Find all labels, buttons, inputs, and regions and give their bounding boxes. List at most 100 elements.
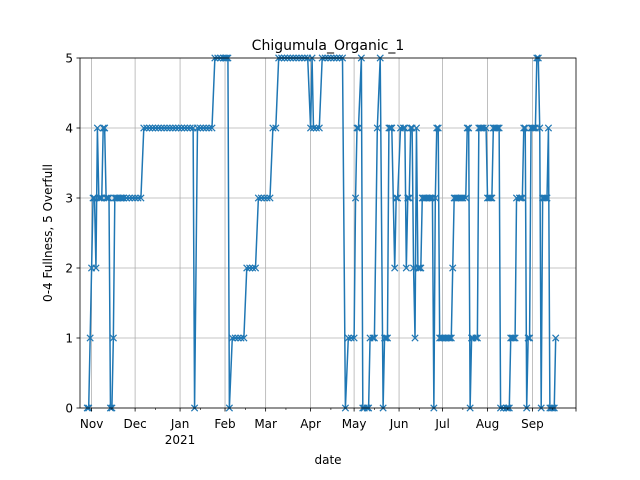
x-tick-label: Feb [214, 417, 235, 431]
data-point [154, 124, 162, 132]
data-point [383, 334, 392, 342]
data-point [515, 194, 524, 202]
data-point [243, 264, 251, 272]
data-point [101, 124, 109, 132]
y-axis: 0 1 2 3 4 5 [65, 52, 80, 416]
data-point [96, 194, 104, 202]
gridlines [80, 57, 576, 409]
data-point [488, 194, 496, 202]
data-series [83, 54, 560, 412]
x-tick-label: Nov [80, 417, 103, 431]
data-point [486, 194, 495, 202]
data-point [151, 124, 160, 132]
data-point [137, 194, 145, 202]
data-point [353, 124, 361, 132]
data-point [382, 334, 390, 342]
x-tick-label: Jan [170, 417, 190, 431]
data-point [312, 124, 321, 132]
data-point [140, 124, 148, 132]
data-point [402, 264, 410, 272]
data-point [411, 334, 419, 342]
data-point [125, 194, 133, 202]
data-point [370, 334, 379, 342]
data-point [102, 194, 110, 202]
data-point [166, 124, 174, 132]
y-tick-label: 3 [65, 192, 73, 206]
data-point [143, 124, 151, 132]
data-point [446, 334, 454, 342]
data-point [122, 194, 131, 202]
data-point [306, 124, 315, 132]
data-point [414, 264, 422, 272]
data-point [202, 124, 210, 132]
data-point [492, 124, 500, 132]
data-point [405, 194, 413, 202]
data-point [157, 124, 165, 132]
data-point [433, 124, 441, 132]
x-tick-label: Mar [254, 417, 277, 431]
x-tick-label: Apr [300, 417, 321, 431]
data-point [540, 194, 548, 202]
data-point [431, 194, 439, 202]
data-point [99, 124, 107, 132]
data-point [163, 124, 171, 132]
data-point [169, 124, 177, 132]
data-point [199, 124, 207, 132]
data-point [463, 124, 471, 132]
data-point [412, 124, 421, 132]
data-point [269, 124, 277, 132]
y-axis-label: 0-4 Fullness, 5 Overfull [41, 164, 55, 302]
data-point [89, 194, 97, 202]
data-point [257, 194, 265, 202]
data-point [109, 334, 117, 342]
data-point [462, 194, 470, 202]
data-point [417, 264, 425, 272]
data-point [95, 194, 103, 202]
data-point [373, 124, 381, 132]
data-point [86, 334, 94, 342]
data-point [350, 334, 358, 342]
x-tick-label: May [342, 417, 367, 431]
data-point [392, 194, 400, 202]
data-point [260, 194, 268, 202]
data-point [254, 194, 263, 202]
data-point [208, 124, 216, 132]
data-point [266, 194, 274, 202]
data-point [385, 124, 393, 132]
data-point [525, 334, 534, 342]
y-tick-label: 4 [65, 122, 73, 136]
data-point [407, 124, 415, 132]
data-point [193, 124, 202, 132]
data-point [272, 124, 280, 132]
data-point [177, 124, 186, 132]
data-point [183, 124, 191, 132]
data-point [228, 334, 236, 342]
data-point [145, 124, 154, 132]
data-point [399, 124, 408, 132]
data-point [511, 334, 519, 342]
data-point [434, 124, 442, 132]
y-tick-label: 1 [65, 332, 73, 346]
data-point [521, 124, 529, 132]
data-point [196, 124, 204, 132]
data-point [386, 124, 394, 132]
data-point [485, 194, 493, 202]
data-point [508, 334, 516, 342]
data-point [160, 124, 168, 132]
data-point [131, 194, 139, 202]
x-axis-label: date [314, 453, 341, 467]
data-point [465, 124, 473, 132]
data-point [494, 124, 502, 132]
data-point [369, 334, 377, 342]
data-point [174, 124, 183, 132]
axes-frame [79, 57, 577, 409]
data-point [248, 264, 257, 272]
data-point [119, 194, 128, 202]
data-point [510, 334, 518, 342]
y-tick-label: 2 [65, 262, 73, 276]
data-point [388, 124, 396, 132]
x-tick-label: Dec [123, 417, 146, 431]
data-point [234, 334, 242, 342]
data-point [482, 124, 490, 132]
chart-title: Chigumula_Organic_1 [252, 38, 405, 54]
